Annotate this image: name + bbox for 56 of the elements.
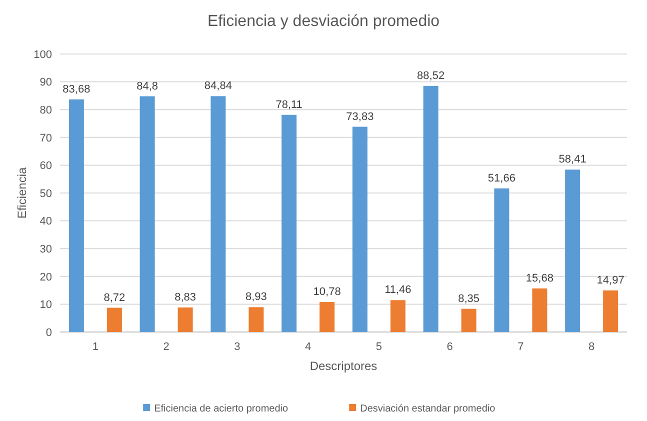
bar <box>320 302 335 332</box>
data-label: 84,8 <box>136 80 158 92</box>
x-tick-label: 4 <box>305 341 312 353</box>
y-tick-label: 40 <box>40 216 52 228</box>
x-tick-label: 6 <box>446 341 453 353</box>
bar <box>390 300 406 332</box>
data-label: 88,52 <box>417 70 445 82</box>
data-label: 14,97 <box>596 274 624 286</box>
data-label: 10,78 <box>313 286 341 298</box>
bar <box>210 96 226 332</box>
y-tick-label: 0 <box>46 326 52 339</box>
bar <box>461 308 476 332</box>
y-tick-label: 20 <box>40 271 52 284</box>
y-tick-label: 80 <box>40 104 52 116</box>
bar <box>352 126 368 332</box>
y-tick-label: 60 <box>40 160 52 172</box>
bar <box>248 307 264 332</box>
y-tick-label: 100 <box>34 48 52 61</box>
data-label: 78,11 <box>276 98 302 111</box>
bar <box>532 288 548 332</box>
x-tick-label: 8 <box>588 341 595 353</box>
data-label: 84,84 <box>204 80 232 92</box>
data-label: 8,83 <box>174 291 196 304</box>
data-label: 11,46 <box>384 284 412 296</box>
y-tick-label: 50 <box>40 188 52 200</box>
legend-label: Eficiencia de acierto promedio <box>154 404 288 414</box>
x-tick-label: 5 <box>376 341 382 353</box>
bar <box>565 170 580 332</box>
bar <box>494 188 510 332</box>
y-tick-label: 90 <box>40 76 52 89</box>
bar <box>106 308 122 332</box>
bar <box>282 114 297 332</box>
data-label: 73,83 <box>346 110 374 123</box>
data-label: 58,41 <box>558 154 586 166</box>
bar <box>423 86 438 332</box>
legend-label: Desviación estandar promedio <box>360 404 496 414</box>
data-label: 15,68 <box>526 272 554 284</box>
x-axis-title: Descriptores <box>310 359 378 373</box>
y-tick-label: 30 <box>40 243 52 256</box>
y-axis-title: Eficiencia <box>15 166 29 219</box>
data-label: 8,72 <box>104 292 126 304</box>
x-tick-label: 7 <box>518 341 524 353</box>
data-label: 8,35 <box>458 292 480 305</box>
bar <box>140 96 155 332</box>
x-tick-label: 3 <box>234 341 240 353</box>
bar <box>68 99 84 332</box>
bar <box>178 307 193 332</box>
y-tick-label: 10 <box>40 299 52 312</box>
data-label: 83,68 <box>62 83 90 96</box>
data-label: 8,93 <box>245 291 267 304</box>
bar <box>603 290 618 332</box>
data-label: 51,66 <box>488 172 516 184</box>
x-tick-label: 2 <box>163 341 170 353</box>
y-tick-label: 70 <box>40 132 52 144</box>
x-tick-label: 1 <box>92 341 98 353</box>
chart-title: Eficiencia y desviación promedio <box>207 13 440 30</box>
